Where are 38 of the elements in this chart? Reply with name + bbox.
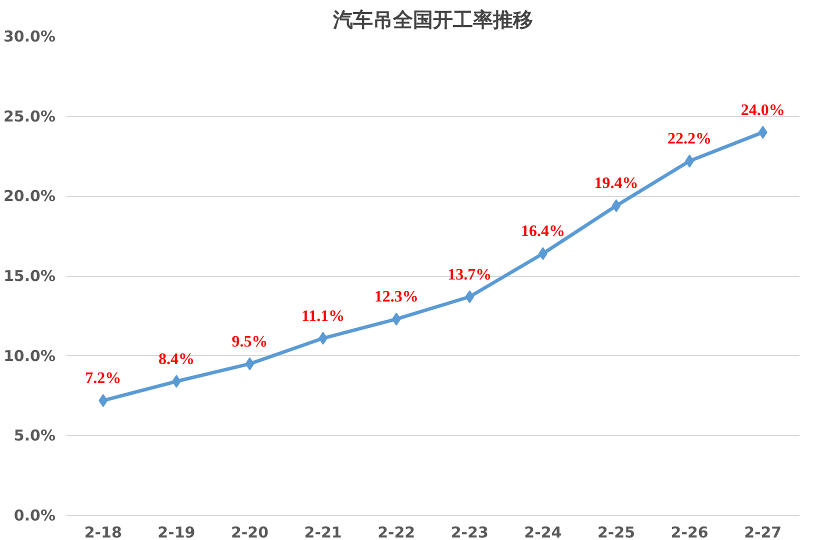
point — [758, 126, 768, 139]
x-tick-label: 2-21 — [304, 524, 342, 540]
x-tick-label: 2-22 — [378, 524, 416, 540]
y-tick-label: 20.0% — [3, 187, 56, 206]
data-label: 13.7% — [448, 266, 492, 284]
y-tick-label: 25.0% — [3, 107, 56, 126]
y-tick-label: 30.0% — [3, 28, 56, 46]
x-tick-label: 2-23 — [450, 524, 488, 540]
data-label: 19.4% — [594, 175, 638, 192]
x-tick-label: 2-26 — [670, 524, 708, 540]
data-label: 24.0% — [740, 102, 785, 119]
x-tick-label: 2-24 — [524, 524, 562, 540]
data-label: 16.4% — [520, 223, 565, 240]
y-tick-label: 10.0% — [3, 346, 56, 365]
point — [392, 312, 401, 326]
point — [612, 199, 621, 212]
point — [172, 374, 181, 388]
point — [685, 154, 694, 168]
x-tick-label: 2-25 — [597, 524, 636, 540]
point — [538, 247, 548, 260]
y-tick-label: 5.0% — [14, 426, 56, 445]
x-tick-label: 2-20 — [230, 524, 269, 540]
x-tick-label: 2-18 — [84, 524, 122, 540]
point — [98, 394, 108, 408]
data-label: 11.1% — [301, 308, 345, 325]
data-label: 9.5% — [232, 333, 268, 350]
data-label: 7.2% — [85, 370, 122, 388]
x-tick-label: 2-19 — [158, 524, 196, 540]
point — [318, 332, 328, 345]
point — [245, 357, 254, 370]
data-label: 8.4% — [158, 350, 194, 368]
point — [465, 290, 474, 304]
y-tick-label: 0.0% — [14, 506, 56, 524]
data-label: 12.3% — [374, 288, 418, 306]
y-tick-label: 15.0% — [3, 267, 56, 285]
chart-title: 汽车吊全国开工率推移 — [332, 8, 533, 32]
x-tick-label: 2-27 — [744, 524, 782, 540]
data-label: 22.2% — [668, 130, 712, 148]
